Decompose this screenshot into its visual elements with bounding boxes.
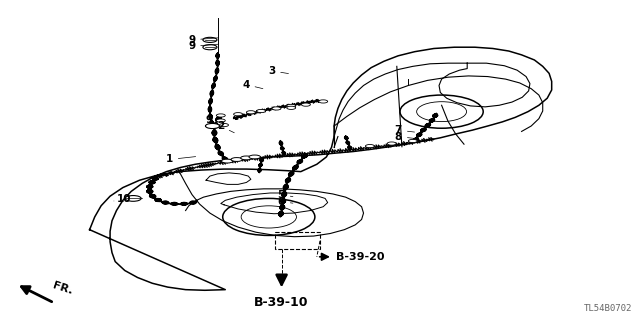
Ellipse shape (249, 155, 260, 159)
Bar (275, 232, 320, 249)
Text: 9: 9 (188, 41, 218, 51)
Text: B-39-10: B-39-10 (254, 296, 309, 309)
Ellipse shape (216, 119, 225, 122)
Ellipse shape (234, 113, 243, 116)
Ellipse shape (319, 100, 328, 103)
Ellipse shape (125, 196, 141, 201)
Ellipse shape (246, 111, 255, 114)
Ellipse shape (387, 142, 396, 145)
Ellipse shape (408, 139, 417, 143)
Ellipse shape (287, 104, 296, 108)
Text: B-39-20: B-39-20 (336, 252, 385, 262)
Ellipse shape (220, 123, 228, 127)
Ellipse shape (365, 145, 374, 148)
Ellipse shape (241, 156, 252, 160)
Text: FR.: FR. (51, 281, 74, 297)
Text: 1: 1 (166, 154, 196, 165)
Text: TL54B0702: TL54B0702 (584, 304, 632, 313)
Text: 9: 9 (188, 35, 218, 45)
Text: 6: 6 (278, 197, 293, 207)
Text: 8: 8 (395, 131, 415, 142)
Text: 10: 10 (114, 194, 131, 204)
Ellipse shape (203, 37, 217, 42)
Ellipse shape (287, 106, 296, 109)
Ellipse shape (216, 114, 225, 117)
Ellipse shape (203, 45, 217, 50)
Ellipse shape (257, 109, 266, 113)
Ellipse shape (231, 158, 243, 161)
Ellipse shape (205, 123, 220, 129)
Ellipse shape (301, 103, 310, 106)
Ellipse shape (221, 159, 233, 163)
Text: 9: 9 (206, 115, 221, 125)
Text: 3: 3 (268, 66, 289, 76)
Text: 4: 4 (242, 79, 263, 90)
Ellipse shape (272, 107, 281, 110)
Text: 2: 2 (217, 121, 234, 133)
Text: 7: 7 (394, 125, 415, 135)
Text: 5: 5 (278, 189, 293, 200)
